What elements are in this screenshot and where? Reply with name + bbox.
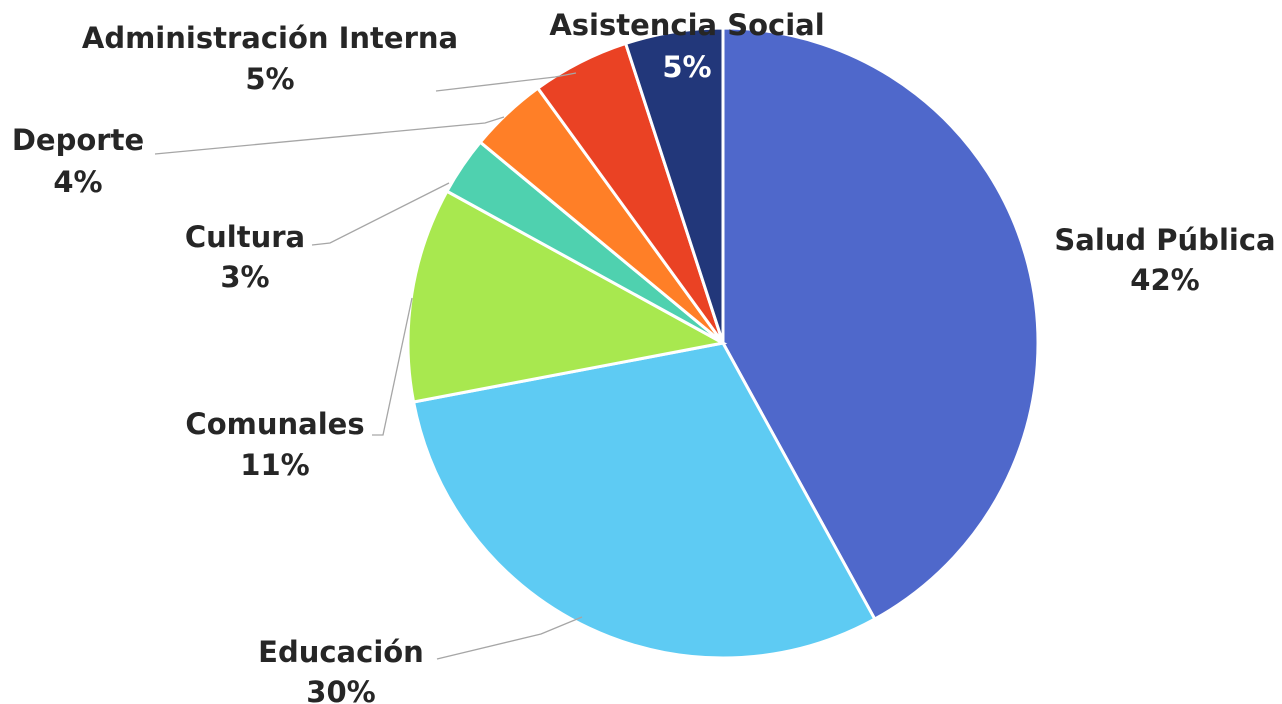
category-label-asistencia-social: Asistencia Social bbox=[549, 8, 824, 42]
slice-comunales bbox=[406, 189, 728, 404]
leader-line-cultura bbox=[311, 182, 450, 246]
pie-slices bbox=[406, 26, 1040, 660]
percent-label-asistencia-social: 5% bbox=[662, 50, 711, 84]
slice-educacion bbox=[411, 341, 877, 660]
leader-line-deporte bbox=[154, 116, 505, 155]
leader-lines bbox=[154, 72, 583, 660]
percent-label-deporte: 4% bbox=[53, 165, 102, 199]
category-label-comunales: Comunales bbox=[185, 407, 364, 441]
category-label-deporte: Deporte bbox=[12, 123, 144, 157]
percent-label-administracion-interna: 5% bbox=[245, 62, 294, 96]
category-label-salud-publica: Salud Pública bbox=[1054, 223, 1275, 257]
percent-label-salud-publica: 42% bbox=[1130, 263, 1199, 297]
data-labels: Salud Pública 42% Educación 30% Comunales 11%… bbox=[12, 8, 1276, 704]
category-label-administracion-interna: Administración Interna bbox=[82, 21, 458, 55]
leader-line-comunales bbox=[372, 297, 413, 436]
slice-asistencia-social bbox=[623, 26, 725, 344]
category-label-educacion: Educación bbox=[258, 635, 424, 669]
percent-label-educacion: 30% bbox=[306, 675, 375, 704]
leader-line-educacion bbox=[436, 616, 583, 660]
percent-label-comunales: 11% bbox=[240, 448, 309, 482]
percent-label-cultura: 3% bbox=[220, 260, 269, 294]
leader-line-administracion-interna bbox=[435, 72, 577, 92]
slice-salud-publica bbox=[721, 26, 1040, 622]
category-label-cultura: Cultura bbox=[185, 220, 305, 254]
